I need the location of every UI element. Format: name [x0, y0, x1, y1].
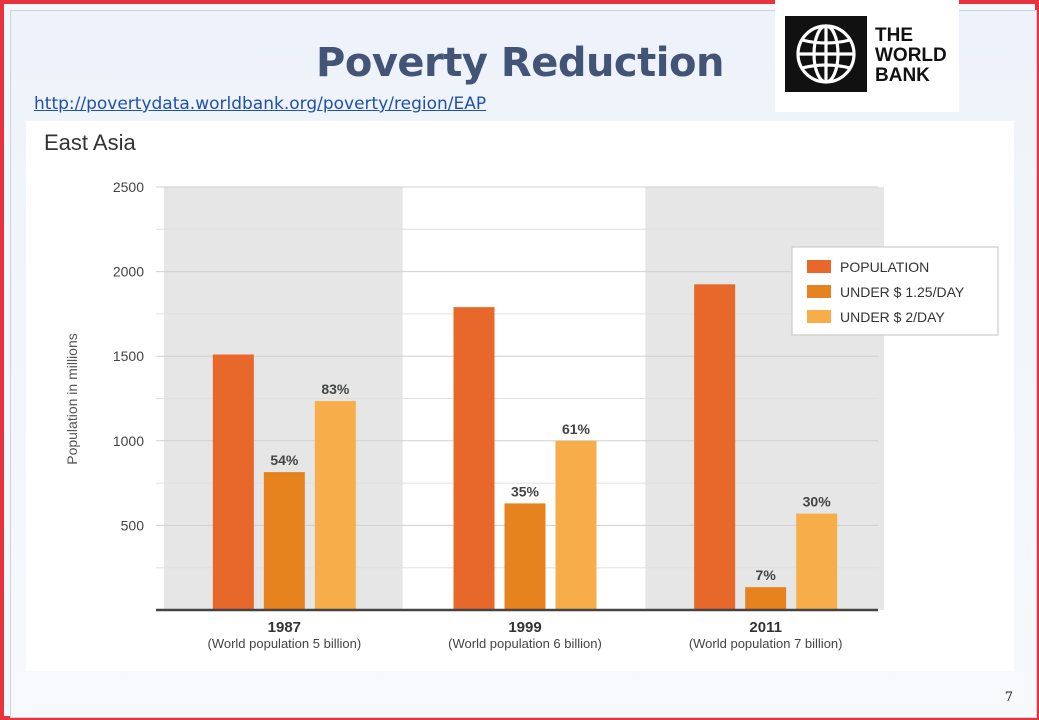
legend-swatch: [807, 310, 831, 323]
bar-data-label: 83%: [321, 381, 350, 397]
bar: [694, 284, 736, 610]
y-tick-label: 1500: [113, 348, 144, 364]
bar-data-label: 7%: [756, 567, 777, 583]
bar-data-label: 61%: [562, 421, 591, 437]
bar: [796, 513, 838, 610]
y-tick-label: 500: [121, 517, 145, 533]
bar: [263, 472, 305, 610]
globe-icon: [785, 16, 867, 92]
world-bank-logo: THE WORLD BANK: [775, 0, 959, 112]
x-category-label: 1987: [268, 619, 301, 636]
page-number: 7: [1004, 690, 1013, 705]
bar: [314, 401, 356, 610]
legend-label: UNDER $ 2/DAY: [840, 309, 945, 325]
y-tick-label: 2500: [113, 179, 144, 195]
bar: [453, 307, 495, 610]
logo-line-the: THE: [875, 25, 913, 46]
source-link[interactable]: http://povertydata.worldbank.org/poverty…: [34, 94, 487, 114]
y-tick-label: 1000: [113, 433, 144, 449]
logo-line-world: WORLD: [875, 45, 947, 66]
chart-title: East Asia: [44, 130, 136, 155]
bar-data-label: 30%: [803, 494, 832, 510]
x-category-subtitle: (World population 5 billion): [207, 636, 361, 651]
bar: [212, 354, 254, 610]
bar-data-label: 54%: [270, 452, 299, 468]
title-container: Poverty Reduction: [300, 40, 740, 86]
y-axis-label: Population in millions: [64, 333, 80, 465]
legend-label: UNDER $ 1.25/DAY: [840, 284, 965, 300]
legend-swatch: [807, 260, 831, 273]
x-category-subtitle: (World population 6 billion): [448, 636, 602, 651]
y-tick-label: 2000: [113, 264, 144, 280]
bar: [745, 587, 787, 610]
logo-text: THE WORLD BANK: [875, 26, 947, 86]
x-category-label: 2011: [749, 619, 782, 636]
x-category-subtitle: (World population 7 billion): [689, 636, 843, 651]
poverty-bar-chart: 500 1000 1500 2000 2500 East Asia Population i…: [44, 130, 999, 651]
bar: [504, 503, 546, 610]
bar: [555, 440, 597, 610]
legend-swatch: [807, 285, 831, 298]
logo-line-bank: BANK: [875, 65, 930, 86]
chart-panel: 500 1000 1500 2000 2500 East Asia Population i…: [26, 121, 1014, 671]
legend-label: POPULATION: [840, 259, 929, 275]
bar-data-label: 35%: [511, 483, 540, 499]
slide-title: Poverty Reduction: [316, 40, 724, 86]
x-category-label: 1999: [508, 619, 541, 636]
